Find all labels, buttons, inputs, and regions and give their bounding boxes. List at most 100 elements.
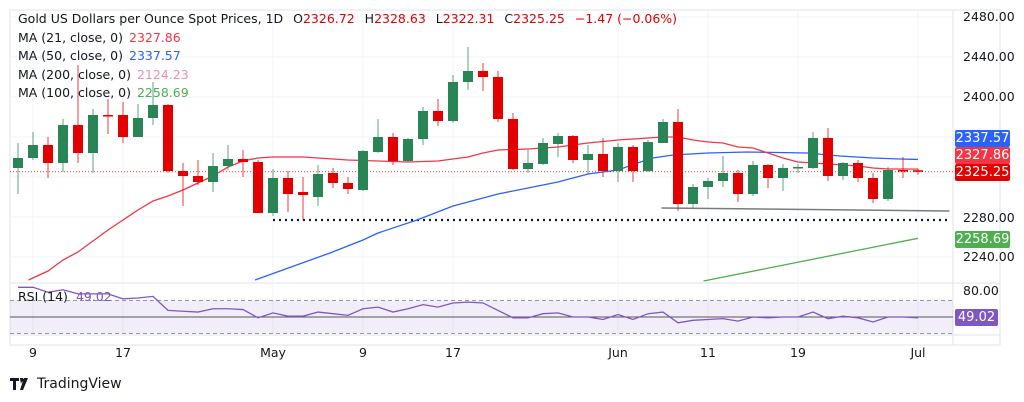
indicator-value: 2258.69 — [136, 85, 189, 100]
indicator-value: 2337.57 — [129, 48, 181, 63]
time-tick: 17 — [445, 345, 461, 360]
candle-bullish — [613, 147, 623, 171]
indicator-ma50[interactable]: MA (50, close, 0) 2337.57 — [18, 47, 677, 66]
candle-bearish — [388, 137, 398, 161]
symbol-title: Gold US Dollars per Ounce Spot Prices, 1… — [18, 11, 284, 26]
support-trend-line — [661, 207, 950, 212]
candle-bullish — [688, 187, 698, 204]
ma50-price-badge: 2337.57 — [955, 130, 1010, 147]
candle-bullish — [13, 158, 23, 168]
ma100-line — [703, 237, 919, 282]
candle-bullish — [583, 154, 593, 160]
price-tick: 2400.00 — [963, 89, 1015, 104]
close-label: C — [504, 11, 514, 26]
candle-bullish — [538, 143, 548, 164]
candle-bearish — [673, 122, 683, 204]
candle-bearish — [508, 119, 518, 169]
candle-bullish — [778, 168, 788, 178]
candle-bullish — [523, 163, 533, 169]
candle-bearish — [628, 147, 638, 171]
indicator-ma200[interactable]: MA (200, close, 0) 2124.23 — [18, 66, 677, 85]
ma21-line — [28, 136, 919, 281]
candle-bearish — [298, 192, 308, 195]
candle-bullish — [658, 122, 668, 143]
rsi-label: RSI (14) — [18, 289, 68, 304]
candle-bearish — [598, 154, 608, 171]
tradingview-logo-icon — [10, 378, 28, 390]
last-price-badge: 2325.25 — [955, 164, 1010, 181]
rsi-line — [18, 286, 919, 324]
candle-bullish — [793, 167, 803, 169]
tradingview-logo[interactable]: TradingView — [10, 376, 122, 392]
indicator-value: 2327.86 — [129, 29, 181, 45]
close-value: 2325.25 — [513, 11, 565, 26]
candle-bullish — [718, 173, 728, 181]
candle-bearish — [823, 138, 833, 176]
candle-bearish — [73, 125, 83, 153]
candle-bullish — [808, 138, 818, 168]
candle-bearish — [328, 173, 338, 183]
symbol-info: Gold US Dollars per Ounce Spot Prices, 1… — [18, 10, 677, 29]
candle-bearish — [253, 162, 263, 213]
indicator-label: MA (21, close, 0) — [18, 29, 124, 45]
time-tick: Jun — [608, 345, 628, 360]
candle-bearish — [343, 183, 353, 189]
candle-bullish — [883, 170, 893, 199]
candle-bullish — [838, 163, 848, 176]
candle-bullish — [208, 166, 218, 182]
high-label: H — [364, 11, 375, 26]
candle-bearish — [868, 178, 878, 199]
indicator-label: MA (200, close, 0) — [18, 66, 131, 82]
time-tick: May — [260, 345, 286, 360]
rsi-tick: 80.00 — [963, 283, 999, 298]
candle-bearish — [478, 71, 488, 77]
candle-bearish — [283, 178, 293, 194]
time-tick: 11 — [700, 345, 716, 360]
rsi-value-badge: 49.02 — [955, 309, 998, 326]
ma50-line — [254, 151, 919, 281]
candle-bearish — [178, 171, 188, 176]
candle-bearish — [238, 159, 248, 162]
high-value: 2328.63 — [374, 11, 426, 26]
candle-bullish — [148, 105, 158, 118]
candle-bearish — [733, 173, 743, 194]
ma21-price-badge: 2327.86 — [955, 147, 1010, 164]
candle-bearish — [913, 170, 923, 172]
chart-legend: Gold US Dollars per Ounce Spot Prices, 1… — [18, 10, 677, 103]
rsi-legend-value: 49.02 — [75, 289, 112, 304]
candle-bullish — [28, 145, 38, 158]
ma100-price-badge: 2258.69 — [955, 231, 1010, 248]
candle-bullish — [268, 178, 278, 213]
candle-bullish — [88, 115, 98, 153]
candle-bearish — [163, 105, 173, 171]
candle-bullish — [373, 137, 383, 152]
time-tick: 9 — [359, 345, 367, 360]
candle-bearish — [853, 163, 863, 178]
rsi-legend[interactable]: RSI (14) 49.02 — [18, 289, 112, 304]
time-tick: 9 — [29, 345, 37, 360]
candle-bearish — [118, 115, 128, 137]
price-tick: 2440.00 — [963, 49, 1015, 64]
candle-bearish — [493, 77, 503, 119]
candle-bullish — [643, 142, 653, 171]
candle-bullish — [403, 139, 413, 161]
indicator-label: MA (50, close, 0) — [18, 48, 124, 63]
time-tick: Jul — [910, 345, 926, 360]
indicator-ma100[interactable]: MA (100, close, 0) 2258.69 — [18, 84, 677, 103]
price-tick: 2480.00 — [963, 9, 1015, 24]
brand-name: TradingView — [37, 376, 122, 392]
candle-bearish — [763, 165, 773, 178]
indicator-label: MA (100, close, 0) — [18, 85, 131, 100]
candle-bullish — [358, 151, 368, 190]
candle-bullish — [418, 111, 428, 139]
indicator-ma21[interactable]: MA (21, close, 0) 2327.86 — [18, 29, 677, 48]
candle-bullish — [703, 181, 713, 187]
candle-bullish — [553, 136, 563, 144]
time-tick: 19 — [790, 345, 806, 360]
candle-bearish — [103, 115, 113, 117]
candle-bullish — [223, 159, 233, 166]
candle-bullish — [748, 165, 758, 194]
candle-bearish — [193, 176, 203, 182]
price-tick: 2280.00 — [963, 210, 1015, 225]
